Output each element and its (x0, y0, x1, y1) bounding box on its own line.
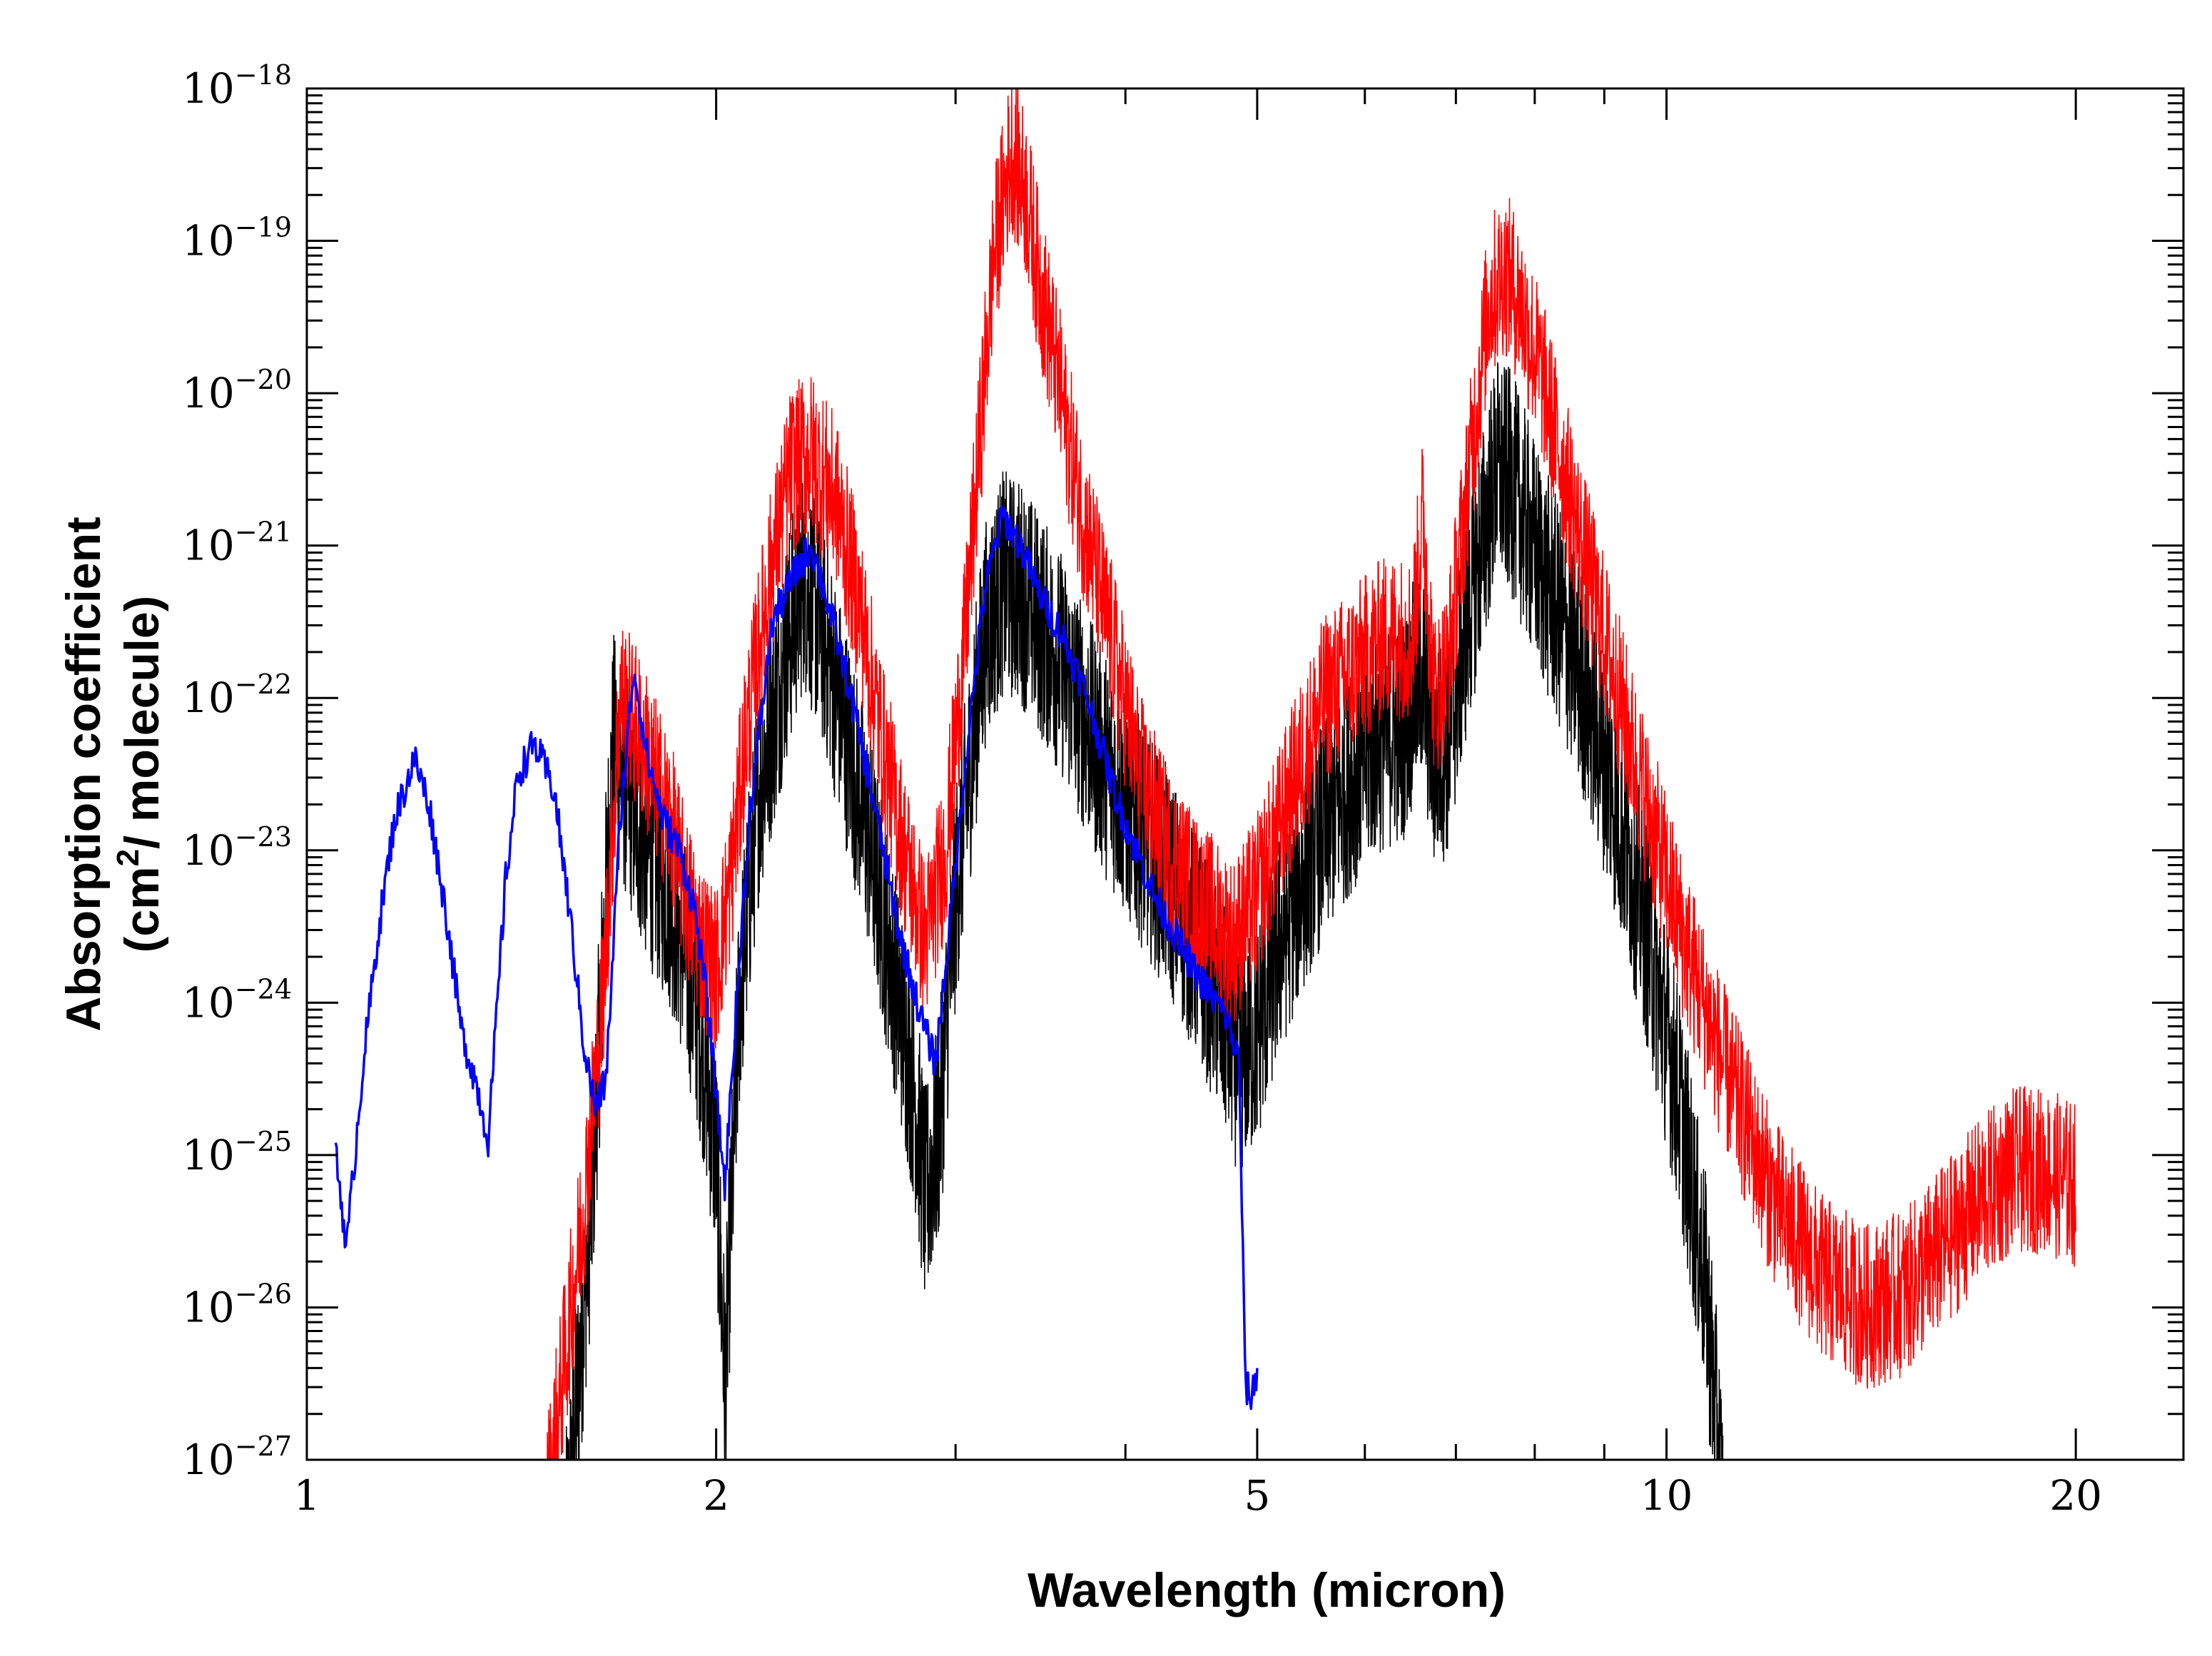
x-tick-label: 10 (1640, 1471, 1693, 1520)
y-tick-label: 10−20 (182, 364, 292, 417)
y-axis-title-line2: (cm2/ molecule) (111, 596, 169, 953)
series-black-line (565, 362, 1724, 1460)
y-tick-label: 10−22 (182, 669, 292, 722)
y-tick-label: 10−23 (182, 821, 292, 875)
plot-frame (305, 87, 2185, 1461)
y-axis-unit-sup: 2 (111, 849, 146, 866)
ticks-layer (305, 88, 2183, 1461)
y-axis-unit-suffix: / molecule) (115, 596, 169, 849)
y-axis-title-line1: Absorption coefficient (56, 517, 111, 1032)
x-axis-title: Wavelength (micron) (1028, 1563, 1506, 1617)
y-tick-label: 10−27 (182, 1431, 292, 1484)
labels-layer: 1 2 5 10 20 10−18 10−19 10−20 10−21 10−22 10−23 10−… (182, 59, 2102, 1520)
x-tick-label: 2 (703, 1471, 729, 1520)
series-layer (334, 88, 2076, 1460)
y-axis-title: Absorption coefficient (cm2/ molecule) (56, 517, 169, 1032)
y-axis-unit-prefix: (cm (115, 866, 169, 953)
series-blue-line (334, 505, 1259, 1411)
y-tick-label: 10−24 (182, 973, 292, 1027)
series-red-line (547, 88, 2076, 1460)
y-tick-label: 10−21 (182, 517, 292, 570)
y-tick-label: 10−26 (182, 1278, 292, 1331)
y-tick-label: 10−25 (182, 1126, 292, 1179)
y-tick-label: 10−19 (182, 212, 292, 265)
x-tick-label: 1 (294, 1471, 320, 1520)
y-tick-label: 10−18 (182, 59, 292, 113)
x-tick-label: 20 (2049, 1471, 2102, 1520)
x-tick-label: 5 (1244, 1471, 1270, 1520)
